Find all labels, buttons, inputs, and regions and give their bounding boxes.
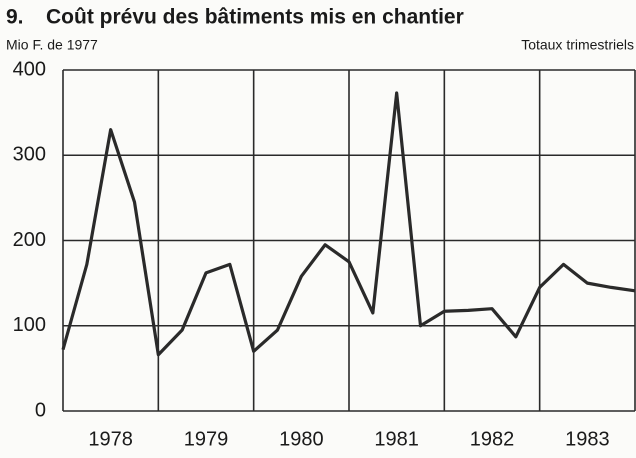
y-tick-label: 400 [13,58,46,80]
y-tick-label: 100 [13,314,46,336]
y-axis-label: Mio F. de 1977 [6,37,98,53]
y-tick-label: 200 [13,229,46,251]
y-tick-label: 300 [13,144,46,166]
x-tick-label: 1979 [184,428,229,450]
note: Totaux trimestriels [521,37,634,53]
x-tick-label: 1981 [374,428,419,450]
x-tick-label: 1982 [470,428,515,450]
chart-number: 9. [6,6,24,29]
x-tick-label: 1978 [88,428,133,450]
y-tick-label: 0 [35,399,46,421]
x-tick-label: 1980 [279,428,324,450]
x-tick-label: 1983 [565,428,610,450]
data-line [61,91,636,357]
chart-title: Coût prévu des bâtiments mis en chantier [46,6,464,29]
